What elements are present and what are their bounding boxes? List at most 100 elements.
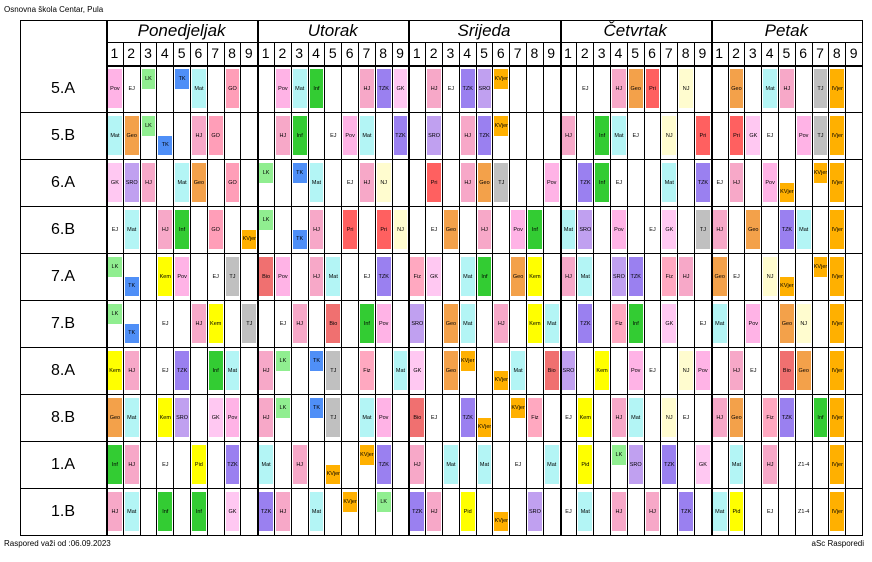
lesson-block[interactable]: HJ bbox=[780, 69, 794, 108]
lesson-block[interactable]: HJ bbox=[679, 257, 693, 296]
lesson-block[interactable]: HJ bbox=[276, 116, 290, 155]
lesson-block[interactable]: KVjer bbox=[511, 398, 525, 418]
lesson-block[interactable]: KVjer bbox=[494, 116, 509, 136]
lesson-block[interactable]: Geo bbox=[444, 304, 458, 343]
lesson-block[interactable]: Inf bbox=[595, 116, 609, 155]
lesson-block[interactable]: Pid bbox=[729, 492, 744, 531]
lesson-block[interactable]: EJ bbox=[696, 304, 710, 343]
lesson-block[interactable]: EJ bbox=[511, 445, 525, 484]
lesson-block[interactable]: Mat bbox=[292, 69, 307, 108]
lesson-block[interactable]: Pov bbox=[763, 163, 777, 202]
lesson-block[interactable]: IVjer bbox=[830, 210, 845, 249]
lesson-block[interactable]: Mat bbox=[124, 398, 139, 437]
lesson-block[interactable]: NJ bbox=[662, 116, 677, 155]
lesson-block[interactable]: TJ bbox=[242, 304, 257, 343]
lesson-block[interactable]: Mat bbox=[763, 69, 777, 108]
lesson-block[interactable]: GK bbox=[746, 116, 761, 155]
lesson-block[interactable]: Pov bbox=[796, 116, 811, 155]
lesson-block[interactable]: Mat bbox=[578, 492, 593, 531]
lesson-block[interactable]: Inf bbox=[292, 116, 307, 155]
lesson-block[interactable]: Mat bbox=[712, 492, 727, 531]
lesson-block[interactable]: EJ bbox=[645, 351, 660, 390]
lesson-block[interactable]: EJ bbox=[763, 492, 777, 531]
lesson-block[interactable]: HJ bbox=[763, 445, 777, 484]
lesson-block[interactable]: EJ bbox=[108, 210, 122, 249]
lesson-block[interactable]: Mat bbox=[477, 445, 492, 484]
lesson-block[interactable]: EJ bbox=[578, 69, 593, 108]
lesson-block[interactable]: Bio bbox=[326, 304, 341, 343]
lesson-block[interactable]: IVjer bbox=[830, 398, 845, 437]
lesson-block[interactable]: TZK bbox=[376, 445, 391, 484]
lesson-block[interactable]: LK bbox=[108, 304, 122, 324]
lesson-block[interactable]: IVjer bbox=[830, 492, 845, 531]
lesson-block[interactable]: Pri bbox=[696, 116, 710, 155]
lesson-block[interactable]: HJ bbox=[477, 210, 492, 249]
lesson-block[interactable]: TZK bbox=[376, 69, 391, 108]
lesson-block[interactable]: EJ bbox=[158, 445, 173, 484]
lesson-block[interactable]: SRO bbox=[561, 351, 576, 390]
lesson-block[interactable]: IVjer bbox=[830, 257, 845, 296]
lesson-block[interactable]: HJ bbox=[141, 163, 156, 202]
lesson-block[interactable]: HJ bbox=[645, 492, 660, 531]
lesson-block[interactable]: Pov bbox=[746, 304, 761, 343]
lesson-block[interactable]: GK bbox=[662, 210, 677, 249]
lesson-block[interactable]: KVjer bbox=[343, 492, 357, 512]
lesson-block[interactable]: HJ bbox=[360, 69, 374, 108]
lesson-block[interactable]: HJ bbox=[292, 304, 307, 343]
lesson-block[interactable]: EJ bbox=[612, 163, 626, 202]
lesson-block[interactable]: TK bbox=[292, 163, 307, 183]
lesson-block[interactable]: Mat bbox=[175, 163, 189, 202]
lesson-block[interactable]: TZK bbox=[175, 351, 189, 390]
lesson-block[interactable]: EJ bbox=[158, 304, 173, 343]
lesson-block[interactable]: GO bbox=[225, 163, 240, 202]
lesson-block[interactable]: Pov bbox=[511, 210, 525, 249]
lesson-block[interactable]: KVjer bbox=[242, 229, 257, 249]
lesson-block[interactable]: TK bbox=[309, 351, 324, 371]
lesson-block[interactable]: HJ bbox=[292, 445, 307, 484]
lesson-block[interactable]: HJ bbox=[427, 69, 441, 108]
lesson-block[interactable]: LK bbox=[259, 210, 273, 230]
lesson-block[interactable]: TJ bbox=[813, 116, 828, 155]
lesson-block[interactable]: TZK bbox=[780, 210, 794, 249]
lesson-block[interactable]: EJ bbox=[645, 210, 660, 249]
lesson-block[interactable]: NJ bbox=[376, 163, 391, 202]
lesson-block[interactable]: TJ bbox=[326, 351, 341, 390]
lesson-block[interactable]: EJ bbox=[360, 257, 374, 296]
lesson-block[interactable]: Mat bbox=[628, 398, 643, 437]
lesson-block[interactable]: Pov bbox=[276, 69, 290, 108]
lesson-block[interactable]: Inf bbox=[208, 351, 223, 390]
lesson-block[interactable]: Fiz bbox=[360, 351, 374, 390]
lesson-block[interactable]: HJ bbox=[729, 163, 744, 202]
lesson-block[interactable]: KVjer bbox=[326, 464, 341, 484]
lesson-block[interactable]: HJ bbox=[612, 69, 626, 108]
lesson-block[interactable]: TJ bbox=[813, 69, 828, 108]
lesson-block[interactable]: TJ bbox=[225, 257, 240, 296]
lesson-block[interactable]: GK bbox=[427, 257, 441, 296]
lesson-block[interactable]: NJ bbox=[679, 69, 693, 108]
lesson-block[interactable]: GK bbox=[410, 351, 425, 390]
lesson-block[interactable]: Mat bbox=[544, 445, 559, 484]
lesson-block[interactable]: NJ bbox=[763, 257, 777, 296]
lesson-block[interactable]: TJ bbox=[326, 398, 341, 437]
lesson-block[interactable]: Mat bbox=[544, 304, 559, 343]
lesson-block[interactable]: TZK bbox=[376, 257, 391, 296]
lesson-block[interactable]: HJ bbox=[108, 492, 122, 531]
lesson-block[interactable]: TZK bbox=[259, 492, 273, 531]
lesson-block[interactable]: KVjer bbox=[494, 370, 509, 390]
lesson-block[interactable]: Geo bbox=[511, 257, 525, 296]
lesson-block[interactable]: Mat bbox=[393, 351, 408, 390]
lesson-block[interactable]: HJ bbox=[309, 257, 324, 296]
lesson-block[interactable]: Inf bbox=[175, 210, 189, 249]
lesson-block[interactable]: NJ bbox=[796, 304, 811, 343]
lesson-block[interactable]: Pri bbox=[427, 163, 441, 202]
lesson-block[interactable]: Geo bbox=[477, 163, 492, 202]
lesson-block[interactable]: Mat bbox=[444, 445, 458, 484]
lesson-block[interactable]: Pov bbox=[175, 257, 189, 296]
lesson-block[interactable]: KVjer bbox=[780, 276, 794, 296]
lesson-block[interactable]: Mat bbox=[192, 69, 206, 108]
lesson-block[interactable]: Kem bbox=[208, 304, 223, 343]
lesson-block[interactable]: Pov bbox=[276, 257, 290, 296]
lesson-block[interactable]: Pri bbox=[343, 210, 357, 249]
lesson-block[interactable]: HJ bbox=[494, 304, 509, 343]
lesson-block[interactable]: TZK bbox=[460, 398, 475, 437]
